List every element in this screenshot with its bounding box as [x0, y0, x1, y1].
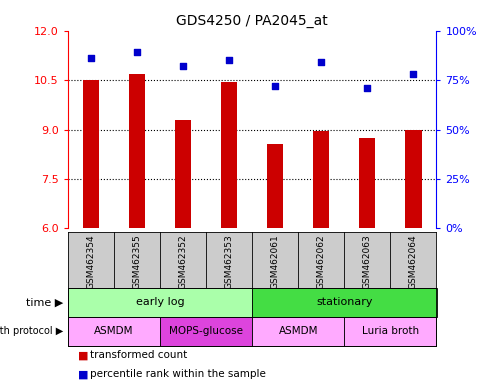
Text: growth protocol ▶: growth protocol ▶ [0, 326, 63, 336]
Text: MOPS-glucose: MOPS-glucose [169, 326, 242, 336]
Point [408, 71, 416, 77]
Point [225, 57, 232, 63]
Text: ASMDM: ASMDM [94, 326, 134, 336]
Bar [68, 317, 160, 346]
Bar [267, 144, 283, 228]
Text: GSM462353: GSM462353 [224, 234, 233, 289]
Bar [313, 131, 329, 228]
Bar [83, 80, 99, 228]
Text: stationary: stationary [316, 297, 372, 308]
Text: GSM462063: GSM462063 [362, 234, 371, 289]
Text: GSM462061: GSM462061 [270, 234, 279, 289]
Text: GSM462064: GSM462064 [408, 234, 417, 289]
Text: ■: ■ [77, 369, 88, 379]
Text: ASMDM: ASMDM [278, 326, 318, 336]
Bar [221, 82, 237, 228]
Bar [129, 74, 145, 228]
Bar [160, 317, 252, 346]
Bar [405, 130, 421, 228]
Title: GDS4250 / PA2045_at: GDS4250 / PA2045_at [176, 14, 327, 28]
Point [87, 55, 94, 61]
Point [271, 83, 278, 89]
Bar [252, 317, 344, 346]
Bar [359, 138, 375, 228]
Bar [175, 120, 191, 228]
Text: time ▶: time ▶ [26, 297, 63, 308]
Text: GSM462062: GSM462062 [316, 234, 325, 289]
Point [317, 59, 324, 65]
Point [363, 85, 370, 91]
Text: percentile rank within the sample: percentile rank within the sample [90, 369, 265, 379]
Text: GSM462355: GSM462355 [132, 234, 141, 289]
Bar [252, 288, 436, 317]
Bar [68, 288, 252, 317]
Point [133, 50, 140, 56]
Text: ■: ■ [77, 350, 88, 360]
Text: GSM462352: GSM462352 [178, 234, 187, 289]
Point [179, 63, 186, 70]
Text: transformed count: transformed count [90, 350, 187, 360]
Text: early log: early log [136, 297, 184, 308]
Bar [344, 317, 436, 346]
Text: Luria broth: Luria broth [361, 326, 418, 336]
Text: GSM462354: GSM462354 [86, 234, 95, 289]
